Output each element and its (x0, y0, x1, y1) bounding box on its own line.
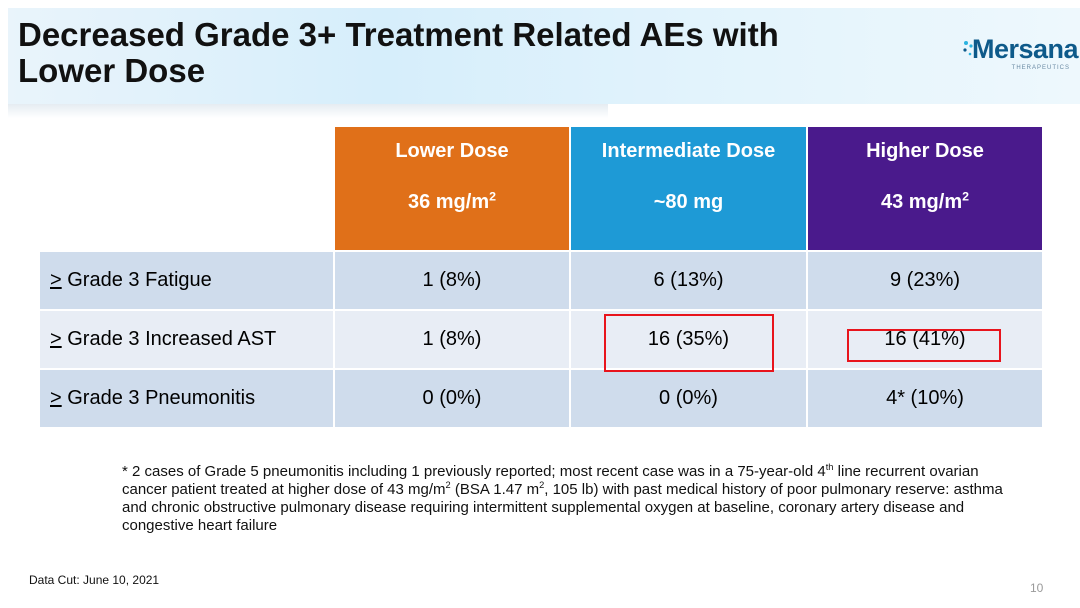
slide-title-line-2: Lower Dose (18, 52, 206, 89)
cell-higher-dose: 16 (41%) (806, 309, 1044, 370)
header-higher-dose: Higher Dose 43 mg/m2 (806, 125, 1044, 252)
cell-intermediate-dose: 16 (35%) (569, 309, 808, 370)
table-row-fatigue: > Grade 3 Fatigue 1 (8%) 6 (13%) 9 (23%) (38, 250, 1044, 311)
slide-title: Decreased Grade 3+ Treatment Related AEs… (18, 17, 918, 89)
cell-intermediate-dose: 0 (0%) (569, 368, 808, 429)
title-banner (8, 8, 1080, 104)
header-blank-cell (38, 125, 335, 252)
logo-wordmark: Mersana (972, 34, 1079, 64)
adverse-events-table: Lower Dose 36 mg/m2 Intermediate Dose ~8… (38, 125, 1044, 429)
row-label: > Grade 3 Fatigue (38, 250, 335, 311)
slide-title-line-1: Decreased Grade 3+ Treatment Related AEs… (18, 16, 779, 53)
row-label: > Grade 3 Pneumonitis (38, 368, 335, 429)
mersana-logo: Mersana THERAPEUTICS (962, 34, 1079, 76)
data-cut-note: Data Cut: June 10, 2021 (29, 573, 160, 587)
dose-name: Higher Dose (866, 140, 984, 162)
page-number: 10 (1030, 581, 1044, 595)
cell-lower-dose: 0 (0%) (333, 368, 571, 429)
row-label: > Grade 3 Increased AST (38, 309, 335, 370)
dose-value: 43 mg/m2 (880, 189, 970, 213)
header-lower-dose: Lower Dose 36 mg/m2 (333, 125, 571, 252)
table-row-pneumonitis: > Grade 3 Pneumonitis 0 (0%) 0 (0%) 4* (… (38, 368, 1044, 429)
cell-higher-dose: 4* (10%) (806, 368, 1044, 429)
logo-dots-icon (963, 41, 973, 56)
cell-lower-dose: 1 (8%) (333, 309, 571, 370)
logo-subtitle: THERAPEUTICS (1011, 65, 1070, 71)
dose-value: ~80 mg (653, 191, 724, 213)
header-intermediate-dose: Intermediate Dose ~80 mg (569, 125, 808, 252)
table-row-increased-ast: > Grade 3 Increased AST 1 (8%) 16 (35%) … (38, 309, 1044, 370)
footnote: * 2 cases of Grade 5 pneumonitis includi… (122, 462, 1003, 534)
dose-value: 36 mg/m2 (407, 189, 497, 213)
cell-intermediate-dose: 6 (13%) (569, 250, 808, 311)
cell-higher-dose: 9 (23%) (806, 250, 1044, 311)
table-header-row: Lower Dose 36 mg/m2 Intermediate Dose ~8… (38, 125, 1044, 252)
dose-name: Intermediate Dose (601, 140, 776, 162)
title-banner-shadow (8, 104, 608, 118)
cell-lower-dose: 1 (8%) (333, 250, 571, 311)
dose-name: Lower Dose (395, 140, 509, 162)
